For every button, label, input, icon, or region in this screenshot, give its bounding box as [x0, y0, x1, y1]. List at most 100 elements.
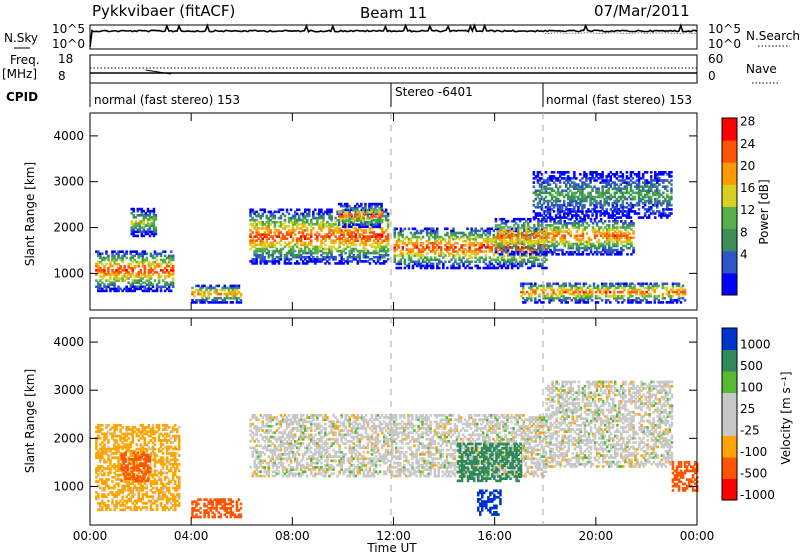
- heatmap-cell-6: [510, 232, 514, 235]
- heatmap-cell-0: [97, 283, 100, 286]
- heatmap-cell-7: [639, 284, 642, 288]
- heatmap-cell-8: [664, 212, 667, 215]
- heatmap-cell-6: [593, 244, 597, 248]
- heatmap-cell-5: [531, 231, 534, 235]
- heatmap-cell-8: [613, 181, 616, 184]
- heatmap-cell-3: [362, 231, 366, 234]
- heatmap-cell-5: [393, 244, 396, 247]
- heatmap-cell-4: [339, 204, 343, 208]
- heatmap-cell-6: [529, 240, 532, 244]
- heatmap-cell-0: [97, 430, 100, 434]
- heatmap-cell-2: [205, 288, 208, 292]
- heatmap-cell-7: [671, 282, 675, 286]
- heatmap-cell-3: [322, 216, 325, 220]
- heatmap-cell-3: [322, 220, 325, 224]
- heatmap-cell-8: [536, 173, 540, 176]
- heatmap-cell-6: [500, 222, 504, 225]
- heatmap-cell-8: [540, 185, 544, 188]
- heatmap-cell-8: [621, 195, 625, 199]
- heatmap-cell-3: [267, 245, 270, 249]
- heatmap-cell-7: [576, 299, 580, 302]
- heatmap-cell-5: [525, 239, 528, 243]
- heatmap-cell-5: [476, 248, 479, 251]
- heatmap-cell-4: [337, 211, 341, 214]
- heatmap-cell-3: [380, 262, 384, 265]
- heatmap-cell-0: [169, 262, 173, 266]
- heatmap-cell-3: [384, 251, 388, 255]
- heatmap-cell-0: [149, 287, 153, 291]
- sky-tick-high-right: 10^5: [708, 22, 741, 36]
- heatmap-cell-8: [670, 187, 673, 190]
- heatmap-cell-3: [251, 260, 254, 263]
- heatmap-cell-4: [348, 223, 351, 226]
- heatmap-cell-5: [450, 258, 453, 262]
- heatmap-cell-0: [165, 264, 169, 268]
- heatmap-cell-4: [368, 206, 371, 210]
- heatmap-cell-6: [626, 240, 629, 244]
- heatmap-cell-8: [633, 173, 637, 176]
- heatmap-cell-6: [577, 224, 581, 227]
- heatmap-cell-8: [625, 175, 629, 178]
- heatmap-cell-3: [386, 243, 390, 247]
- heatmap-cell-5: [460, 235, 463, 239]
- heatmap-cell-2: [237, 286, 241, 290]
- heatmap-cell-5: [488, 227, 492, 231]
- heatmap-cell-0: [159, 258, 163, 262]
- heatmap-cell-3: [251, 210, 254, 214]
- heatmap-cell-0: [103, 273, 106, 276]
- heatmap-cell-6: [500, 253, 504, 256]
- heatmap-cell-0: [171, 271, 175, 274]
- heatmap-cell-0: [161, 250, 165, 253]
- heatmap-cell-7: [554, 296, 557, 300]
- heatmap-cell-3: [271, 237, 275, 240]
- heatmap-cell-7: [540, 288, 543, 292]
- heatmap-cell-0: [117, 266, 120, 270]
- heatmap-cell-5: [393, 254, 396, 257]
- heatmap-cell-0: [139, 285, 143, 289]
- heatmap-cell-8: [558, 173, 562, 176]
- heatmap-cell-7: [546, 284, 549, 288]
- heatmap-cell-8: [579, 173, 582, 176]
- heatmap-cell-6: [518, 217, 522, 221]
- heatmap-cell-6: [597, 244, 601, 248]
- heatmap-cell-8: [550, 193, 554, 197]
- heatmap-cell-8: [623, 185, 627, 188]
- heatmap-cell-2: [215, 288, 218, 292]
- heatmap-cell-0: [171, 277, 175, 280]
- heatmap-cell-3: [277, 249, 281, 253]
- heatmap-cell-6: [559, 228, 562, 231]
- heatmap-cell-8: [668, 181, 671, 184]
- heatmap-cell-0: [97, 252, 100, 256]
- heatmap-cell-5: [403, 227, 407, 231]
- heatmap-cell-7: [596, 286, 600, 290]
- heatmap-cell-6: [605, 228, 609, 231]
- heatmap-cell-5: [393, 235, 396, 239]
- heatmap-cell-3: [277, 260, 281, 263]
- heatmap-cell-8: [621, 203, 625, 207]
- heatmap-cell-7: [586, 294, 590, 298]
- heatmap-cell-5: [450, 252, 453, 255]
- heatmap-cell-3: [283, 227, 287, 230]
- heatmap-cell-5: [427, 246, 431, 249]
- heatmap-cell-6: [518, 250, 522, 254]
- heatmap-cell-0: [95, 439, 98, 442]
- heatmap-cell-8: [603, 203, 606, 207]
- heatmap-cell-5: [537, 248, 540, 251]
- heatmap-cell-5: [405, 252, 409, 255]
- heatmap-cell-0: [113, 275, 116, 278]
- heatmap-cell-6: [585, 246, 589, 250]
- heatmap-cell-4: [354, 206, 357, 210]
- heatmap-cell-3: [273, 233, 277, 236]
- heatmap-cell-4: [364, 225, 367, 229]
- heatmap-cell-3: [283, 245, 287, 249]
- heatmap-cell-0: [101, 508, 104, 512]
- heatmap-cell-3: [354, 235, 358, 238]
- heatmap-cell-3: [289, 208, 293, 212]
- heatmap-cell-1: [148, 222, 152, 225]
- heatmap-cell-0: [107, 465, 110, 468]
- heatmap-cell-4: [370, 217, 373, 220]
- heatmap-cell-8: [609, 183, 612, 186]
- heatmap-cell-3: [372, 255, 376, 259]
- heatmap-cell-6: [601, 236, 605, 240]
- heatmap-cell-7: [576, 301, 580, 304]
